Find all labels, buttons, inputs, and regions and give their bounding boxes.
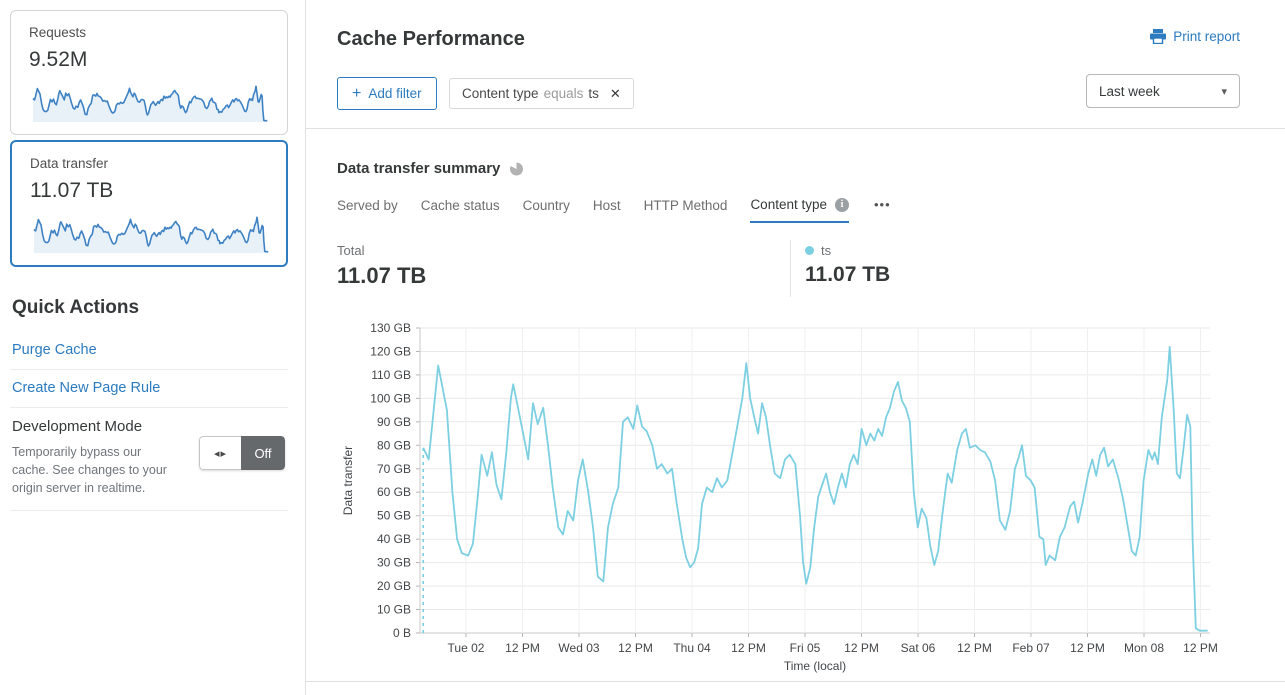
filter-field: Content type [462, 86, 539, 101]
svg-text:Wed 03: Wed 03 [558, 641, 599, 655]
svg-text:0 B: 0 B [393, 626, 411, 640]
sidebar: Requests 9.52M Data transfer 11.07 TB Qu… [0, 0, 306, 695]
svg-text:12 PM: 12 PM [957, 641, 992, 655]
svg-text:Mon 08: Mon 08 [1124, 641, 1164, 655]
divider [10, 369, 288, 370]
svg-text:40 GB: 40 GB [377, 532, 411, 546]
svg-text:50 GB: 50 GB [377, 509, 411, 523]
stat-ts: ts 11.07 TB [805, 243, 890, 287]
legend-dot [805, 246, 814, 255]
print-report-button[interactable]: Print report [1150, 29, 1240, 44]
add-filter-button[interactable]: + Add filter [337, 77, 437, 110]
divider [10, 510, 288, 511]
svg-text:10 GB: 10 GB [377, 603, 411, 617]
card-label: Data transfer [30, 156, 109, 171]
stat-total: Total 11.07 TB [337, 243, 426, 289]
svg-text:80 GB: 80 GB [377, 438, 411, 452]
filter-operator: equals [543, 86, 584, 101]
create-page-rule-link[interactable]: Create New Page Rule [12, 380, 161, 396]
stat-value: 11.07 TB [805, 263, 891, 286]
print-report-label: Print report [1173, 29, 1240, 44]
printer-icon [1150, 29, 1167, 44]
plus-icon: + [352, 84, 362, 102]
svg-text:12 PM: 12 PM [1070, 641, 1105, 655]
stat-value: 11.07 TB [337, 263, 427, 288]
main-content: Cache Performance Print report + Add fil… [306, 0, 1285, 695]
divider [306, 128, 1285, 129]
svg-text:110 GB: 110 GB [371, 368, 411, 382]
filter-value: ts [588, 86, 599, 101]
stat-label: Total [337, 243, 365, 258]
card-value: 11.07 TB [30, 179, 114, 202]
svg-text:12 PM: 12 PM [731, 641, 766, 655]
svg-text:20 GB: 20 GB [377, 579, 411, 593]
tab-content-type[interactable]: Content type i [750, 197, 849, 223]
legend-label: ts [821, 243, 832, 258]
dev-mode-description: Temporarily bypass our cache. See change… [12, 445, 167, 496]
svg-text:130 GB: 130 GB [370, 321, 411, 335]
metric-card-data-transfer[interactable]: Data transfer 11.07 TB [10, 140, 288, 267]
purge-cache-link[interactable]: Purge Cache [12, 342, 97, 358]
card-label: Requests [29, 25, 87, 40]
toggle-arrows-icon: ◂▸ [199, 436, 241, 470]
svg-text:Time (local): Time (local) [784, 659, 846, 673]
svg-text:70 GB: 70 GB [377, 462, 411, 476]
summary-tabs: Served by Cache status Country Host HTTP… [337, 197, 891, 223]
dev-mode-title: Development Mode [12, 418, 143, 435]
svg-text:Data transfer: Data transfer [341, 446, 355, 515]
toggle-state-label: Off [241, 436, 285, 470]
data-transfer-chart: 0 B 10 GB 20 GB 30 GB 40 GB 50 GB 60 GB 70 GB 80… [341, 321, 1218, 673]
svg-text:12 PM: 12 PM [1183, 641, 1218, 655]
data-transfer-sparkline [33, 216, 269, 253]
divider [790, 240, 791, 297]
svg-text:Thu 04: Thu 04 [673, 641, 711, 655]
svg-text:Sat 06: Sat 06 [901, 641, 936, 655]
filter-chip: Content type equals ts ✕ [449, 78, 634, 109]
svg-text:Fri 05: Fri 05 [790, 641, 821, 655]
svg-text:12 PM: 12 PM [505, 641, 540, 655]
svg-text:12 PM: 12 PM [844, 641, 879, 655]
svg-text:120 GB: 120 GB [370, 345, 411, 359]
caret-down-icon: ▾ [1221, 85, 1227, 98]
add-filter-label: Add filter [368, 86, 422, 101]
dev-mode-toggle[interactable]: ◂▸ Off [199, 436, 285, 470]
card-value: 9.52M [29, 48, 88, 71]
svg-text:90 GB: 90 GB [377, 415, 411, 429]
quick-actions-title: Quick Actions [12, 297, 140, 318]
svg-text:60 GB: 60 GB [377, 485, 411, 499]
time-range-select[interactable]: Last week ▾ [1086, 74, 1240, 108]
summary-title-row: Data transfer summary [337, 160, 524, 177]
tab-cache-status[interactable]: Cache status [420, 198, 500, 213]
svg-text:30 GB: 30 GB [377, 556, 411, 570]
time-range-value: Last week [1099, 83, 1160, 99]
tab-http-method[interactable]: HTTP Method [643, 198, 728, 213]
tab-host[interactable]: Host [592, 198, 621, 213]
page-title: Cache Performance [337, 28, 525, 50]
requests-sparkline [32, 85, 268, 122]
tab-served-by[interactable]: Served by [337, 198, 398, 213]
close-icon[interactable]: ✕ [609, 85, 621, 101]
svg-text:Tue 02: Tue 02 [448, 641, 485, 655]
tab-country[interactable]: Country [522, 198, 570, 213]
svg-text:100 GB: 100 GB [370, 391, 411, 405]
svg-text:12 PM: 12 PM [618, 641, 653, 655]
divider [10, 407, 288, 408]
summary-title: Data transfer summary [337, 160, 501, 177]
more-options-icon[interactable]: ••• [874, 197, 891, 212]
info-icon[interactable]: i [835, 197, 849, 212]
metric-card-requests[interactable]: Requests 9.52M [10, 10, 288, 135]
svg-text:Feb 07: Feb 07 [1012, 641, 1050, 655]
divider [306, 681, 1285, 682]
pie-chart-icon [510, 161, 524, 176]
